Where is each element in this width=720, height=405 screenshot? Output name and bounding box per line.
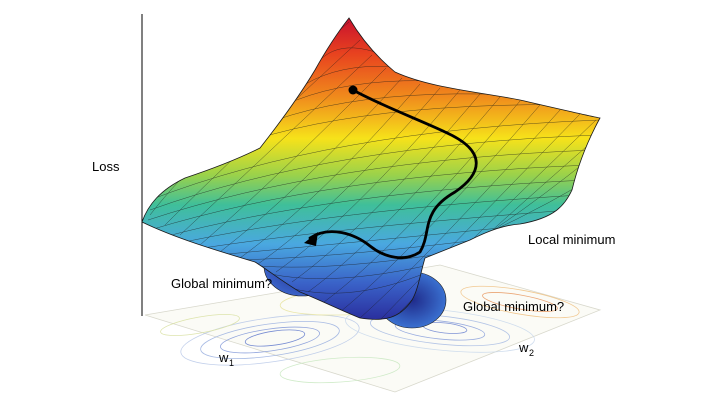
svg-text:w: w xyxy=(218,350,229,365)
loss-axis-label: Loss xyxy=(92,159,120,174)
global-minimum-left-label: Global minimum? xyxy=(171,276,272,291)
loss-surface xyxy=(141,17,601,320)
svg-text:2: 2 xyxy=(529,348,534,358)
global-minimum-right-label: Global minimum? xyxy=(463,299,564,314)
w2-axis-label: w 2 xyxy=(518,340,534,358)
descent-path xyxy=(304,85,478,260)
local-minimum-label: Local minimum xyxy=(528,232,615,247)
path-start-point xyxy=(348,85,358,95)
svg-text:1: 1 xyxy=(229,358,234,368)
w1-axis-label: w 1 xyxy=(218,350,234,368)
path-arrowhead xyxy=(304,232,318,246)
svg-text:w: w xyxy=(518,340,529,355)
